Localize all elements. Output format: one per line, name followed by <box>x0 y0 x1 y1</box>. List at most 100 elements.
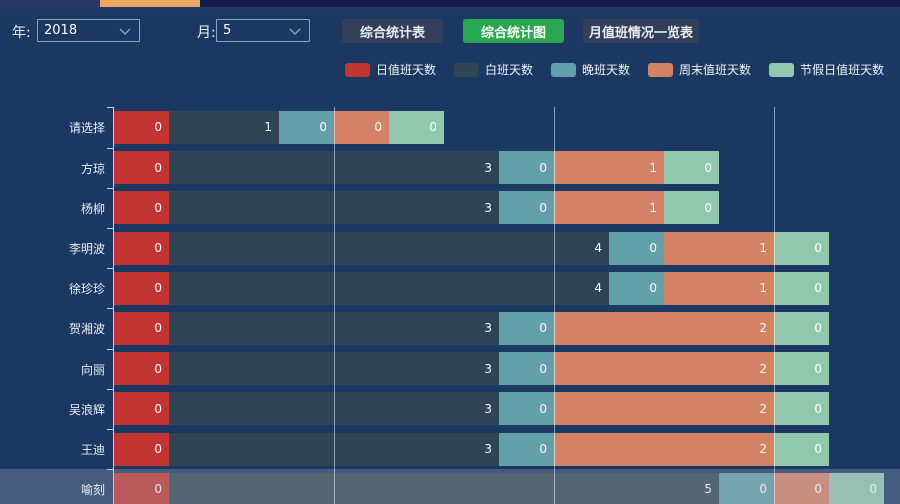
axis-tick <box>107 107 113 109</box>
bar-segment-0[interactable]: 0 <box>114 191 169 225</box>
bar-segment-2[interactable]: 0 <box>499 392 554 426</box>
bar-segment-1[interactable]: 4 <box>169 271 609 305</box>
bar-segment-4[interactable]: 0 <box>829 472 884 504</box>
bar-segment-4[interactable]: 0 <box>774 311 829 345</box>
bar-segment-0[interactable]: 0 <box>114 352 169 386</box>
bar-segment-2[interactable]: 0 <box>719 472 774 504</box>
bar-segment-3[interactable]: 1 <box>664 231 774 265</box>
bar-value-label: 0 <box>539 442 547 456</box>
monthly-duty-list-button[interactable]: 月值班情况一览表 <box>583 19 699 43</box>
legend-label: 周末值班天数 <box>679 63 752 77</box>
bar-segment-4[interactable]: 0 <box>774 432 829 466</box>
legend-item-4[interactable]: 节假日值班天数 <box>769 61 884 78</box>
active-tab-indicator[interactable] <box>100 0 200 7</box>
bar-segment-3[interactable]: 1 <box>664 271 774 305</box>
gridline <box>774 107 775 504</box>
chevron-down-icon <box>289 21 301 40</box>
bar-segment-0[interactable]: 0 <box>114 472 169 504</box>
bar-value-label: 1 <box>759 281 767 296</box>
bar-value-label: 3 <box>484 160 492 175</box>
bar-value-label: 0 <box>154 442 162 456</box>
bar-segment-3[interactable]: 1 <box>554 191 664 225</box>
bar-value-label: 0 <box>814 281 822 296</box>
bar-segment-0[interactable]: 0 <box>114 392 169 426</box>
month-select[interactable]: 5 <box>216 19 310 42</box>
bar-segment-4[interactable]: 0 <box>389 110 444 144</box>
legend-swatch <box>769 62 795 77</box>
axis-tick <box>107 308 113 310</box>
bar-segment-4[interactable]: 0 <box>774 271 829 305</box>
bar-row[interactable]: 0 3 0 2 0 <box>114 432 829 466</box>
category-label: 请选择 <box>68 121 105 136</box>
category-label: 李明波 <box>68 242 105 256</box>
legend-item-3[interactable]: 周末值班天数 <box>648 61 751 78</box>
legend-item-1[interactable]: 白班天数 <box>454 61 533 78</box>
legend-item-2[interactable]: 晚班天数 <box>551 61 630 78</box>
axis-tick <box>107 428 113 430</box>
legend-item-0[interactable]: 日值班天数 <box>345 61 436 78</box>
bar-row[interactable]: 0 5 0 0 0 <box>114 472 884 504</box>
bar-row[interactable]: 0 3 0 1 0 <box>114 151 719 185</box>
summary-chart-button[interactable]: 综合统计图 <box>463 19 564 43</box>
bar-segment-4[interactable]: 0 <box>774 392 829 426</box>
bar-value-label: 1 <box>759 241 767 255</box>
bar-segment-4[interactable]: 0 <box>774 231 829 265</box>
bar-value-label: 0 <box>154 160 162 175</box>
axis-tick <box>107 187 113 189</box>
summary-table-button[interactable]: 综合统计表 <box>342 19 443 43</box>
month-label: 月: <box>197 25 216 41</box>
bar-segment-0[interactable]: 0 <box>114 151 169 185</box>
bar-row[interactable]: 0 4 0 1 0 <box>114 231 829 265</box>
bar-value-label: 2 <box>759 442 767 456</box>
bar-row[interactable]: 0 3 0 1 0 <box>114 191 719 225</box>
bar-segment-1[interactable]: 1 <box>169 110 279 144</box>
bar-value-label: 0 <box>539 361 547 376</box>
bar-value-label: 1 <box>264 120 272 135</box>
bar-value-label: 0 <box>154 200 162 215</box>
bar-value-label: 0 <box>814 361 822 376</box>
bar-segment-2[interactable]: 0 <box>499 432 554 466</box>
bar-segment-4[interactable]: 0 <box>664 191 719 225</box>
bar-segment-2[interactable]: 0 <box>609 271 664 305</box>
bar-value-label: 0 <box>759 482 767 497</box>
bar-segment-3[interactable]: 2 <box>554 392 774 426</box>
axis-tick <box>107 469 113 471</box>
bar-row[interactable]: 0 4 0 1 0 <box>114 271 829 305</box>
bar-segment-2[interactable]: 0 <box>499 352 554 386</box>
category-label: 吴浪辉 <box>68 402 105 417</box>
bar-value-label: 0 <box>814 482 822 497</box>
bar-segment-1[interactable]: 4 <box>169 231 609 265</box>
bar-segment-1[interactable]: 5 <box>169 472 719 504</box>
bar-segment-3[interactable]: 2 <box>554 311 774 345</box>
bar-value-label: 2 <box>759 321 767 336</box>
bar-segment-3[interactable]: 1 <box>554 151 664 185</box>
legend-label: 节假日值班天数 <box>800 63 885 77</box>
bar-value-label: 0 <box>154 281 162 296</box>
bar-value-label: 0 <box>649 281 657 296</box>
bar-segment-0[interactable]: 0 <box>114 432 169 466</box>
tab-strip-left-segment <box>0 0 100 7</box>
bar-value-label: 0 <box>374 120 382 135</box>
bar-segment-2[interactable]: 0 <box>279 110 334 144</box>
bar-segment-4[interactable]: 0 <box>664 151 719 185</box>
bar-segment-2[interactable]: 0 <box>499 191 554 225</box>
bar-segment-3[interactable]: 2 <box>554 352 774 386</box>
bar-segment-3[interactable]: 0 <box>334 110 389 144</box>
bar-segment-0[interactable]: 0 <box>114 231 169 265</box>
year-select[interactable]: 2018 <box>37 19 140 42</box>
bar-segment-0[interactable]: 0 <box>114 311 169 345</box>
bar-value-label: 0 <box>539 200 547 215</box>
bar-row[interactable]: 0 3 0 2 0 <box>114 392 829 426</box>
bar-segment-3[interactable]: 2 <box>554 432 774 466</box>
bar-segment-0[interactable]: 0 <box>114 271 169 305</box>
bar-row[interactable]: 0 3 0 2 0 <box>114 311 829 345</box>
bar-segment-0[interactable]: 0 <box>114 110 169 144</box>
bar-row[interactable]: 0 3 0 2 0 <box>114 352 829 386</box>
legend-label: 日值班天数 <box>376 63 437 77</box>
bar-segment-3[interactable]: 0 <box>774 472 829 504</box>
bar-segment-2[interactable]: 0 <box>499 311 554 345</box>
bar-segment-2[interactable]: 0 <box>499 151 554 185</box>
bar-segment-4[interactable]: 0 <box>774 352 829 386</box>
bar-row[interactable]: 0 1 0 0 0 <box>114 110 444 144</box>
bar-segment-2[interactable]: 0 <box>609 231 664 265</box>
